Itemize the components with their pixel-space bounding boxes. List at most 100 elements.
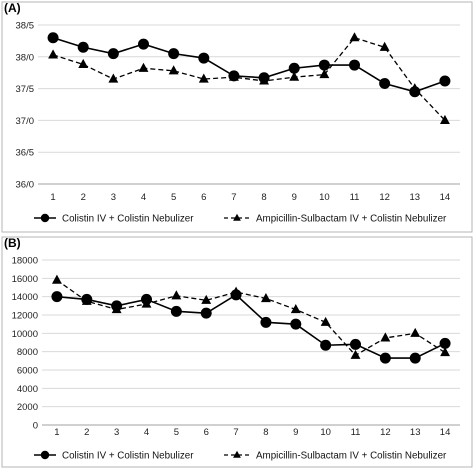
data-point-circle xyxy=(260,316,272,328)
data-point-circle xyxy=(168,48,180,60)
panel-label: (B) xyxy=(4,236,21,250)
x-tick-label: 4 xyxy=(141,192,146,203)
y-tick-label: 4000 xyxy=(17,384,38,395)
y-tick-label: 18000 xyxy=(12,256,38,267)
x-tick-label: 2 xyxy=(84,427,89,438)
panel-border xyxy=(1,1,473,233)
y-tick-label: 0 xyxy=(33,421,38,432)
x-tick-label: 1 xyxy=(54,427,59,438)
y-tick-label: 16000 xyxy=(12,274,38,285)
data-point-triangle xyxy=(81,295,92,305)
data-point-circle xyxy=(51,291,63,303)
data-point-circle xyxy=(77,41,89,53)
legend-marker-circle xyxy=(40,450,50,460)
y-tick-label: 10000 xyxy=(12,329,38,340)
panel-label: (A) xyxy=(4,1,21,15)
data-point-circle xyxy=(170,305,182,317)
x-tick-label: 13 xyxy=(409,192,420,203)
data-point-circle xyxy=(439,337,451,349)
data-point-triangle xyxy=(231,286,242,296)
data-point-triangle xyxy=(319,69,330,79)
x-tick-label: 5 xyxy=(171,192,176,203)
x-tick-label: 12 xyxy=(379,192,390,203)
data-point-circle xyxy=(379,352,391,364)
x-tick-label: 8 xyxy=(261,192,266,203)
legend-marker-triangle xyxy=(233,213,241,221)
data-point-circle xyxy=(290,318,302,330)
y-tick-label: 36/5 xyxy=(16,148,35,159)
legend: Colistin IV + Colistin Nebulizer Ampicill… xyxy=(34,214,447,225)
data-point-triangle xyxy=(259,75,270,85)
series-line-ampicillin xyxy=(56,279,446,357)
y-tick-label: 6000 xyxy=(17,366,38,377)
data-point-circle xyxy=(200,307,212,319)
legend: Colistin IV + Colistin Nebulizer Ampicill… xyxy=(34,451,447,462)
data-point-triangle xyxy=(78,58,89,69)
y-tick-label: 36/0 xyxy=(16,180,35,191)
data-point-circle xyxy=(320,339,332,351)
legend-marker-triangle xyxy=(233,450,241,458)
data-point-triangle xyxy=(168,65,179,75)
x-tick-label: 14 xyxy=(440,192,451,203)
x-tick-label: 4 xyxy=(144,427,149,438)
data-point-triangle xyxy=(380,332,391,342)
data-point-triangle xyxy=(260,293,271,303)
x-tick-label: 6 xyxy=(204,427,209,438)
y-tick-label: 2000 xyxy=(17,402,38,413)
x-tick-label: 14 xyxy=(440,427,451,438)
data-point-triangle xyxy=(350,349,361,359)
y-tick-label: 37/0 xyxy=(16,116,35,127)
data-point-triangle xyxy=(409,83,420,93)
data-point-triangle xyxy=(320,316,331,326)
x-tick-label: 8 xyxy=(263,427,268,438)
y-tick-label: 38/5 xyxy=(16,21,35,32)
data-point-circle xyxy=(107,48,119,60)
legend-label: Colistin IV + Colistin Nebulizer xyxy=(62,214,194,225)
y-tick-label: 12000 xyxy=(12,311,38,322)
x-tick-label: 2 xyxy=(81,192,86,203)
data-point-circle xyxy=(47,32,59,44)
x-tick-label: 11 xyxy=(350,192,360,203)
legend-marker-circle xyxy=(40,213,50,223)
x-tick-label: 3 xyxy=(114,427,119,438)
x-tick-label: 10 xyxy=(320,427,331,438)
data-point-triangle xyxy=(349,32,360,42)
panel-a: (A)36/036/537/037/538/038/51 2 3 4 5 6 7 8 9 10 11… xyxy=(1,1,473,233)
x-tick-label: 3 xyxy=(111,192,116,203)
data-point-triangle xyxy=(198,73,209,83)
x-tick-label: 10 xyxy=(319,192,330,203)
panel-b: (B) 0 2000 4000 6000 8000 10000 12000 14000 16000… xyxy=(1,236,473,468)
x-tick-label: 13 xyxy=(410,427,421,438)
data-point-circle xyxy=(439,75,451,87)
data-point-circle xyxy=(288,62,300,74)
x-tick-label: 6 xyxy=(201,192,206,203)
panel-border xyxy=(1,236,473,468)
legend-label: Ampicillin-Sulbactam IV + Colistin Nebul… xyxy=(256,451,447,462)
y-tick-label: 37/5 xyxy=(16,84,35,95)
x-tick-label: 1 xyxy=(50,192,55,203)
y-tick-label: 38/0 xyxy=(16,52,35,63)
data-point-triangle xyxy=(108,73,119,83)
data-point-triangle xyxy=(289,71,300,81)
legend-label: Ampicillin-Sulbactam IV + Colistin Nebul… xyxy=(256,214,447,225)
y-tick-label: 8000 xyxy=(17,347,38,358)
data-point-circle xyxy=(379,78,391,90)
x-tick-label: 7 xyxy=(231,192,236,203)
data-point-triangle xyxy=(290,304,301,314)
series-line-ampicillin xyxy=(52,36,446,121)
legend-label: Colistin IV + Colistin Nebulizer xyxy=(62,451,194,462)
data-point-circle xyxy=(198,52,210,64)
data-point-triangle xyxy=(171,290,182,300)
data-point-circle xyxy=(138,38,149,50)
data-point-triangle xyxy=(201,294,212,304)
x-tick-label: 11 xyxy=(351,427,361,438)
data-point-triangle xyxy=(48,49,59,59)
x-tick-label: 7 xyxy=(233,427,238,438)
data-point-triangle xyxy=(141,298,152,308)
data-point-circle xyxy=(349,59,360,71)
data-point-circle xyxy=(409,352,421,364)
data-point-circle xyxy=(318,59,330,71)
data-point-triangle xyxy=(228,71,239,81)
data-point-triangle xyxy=(439,114,450,124)
